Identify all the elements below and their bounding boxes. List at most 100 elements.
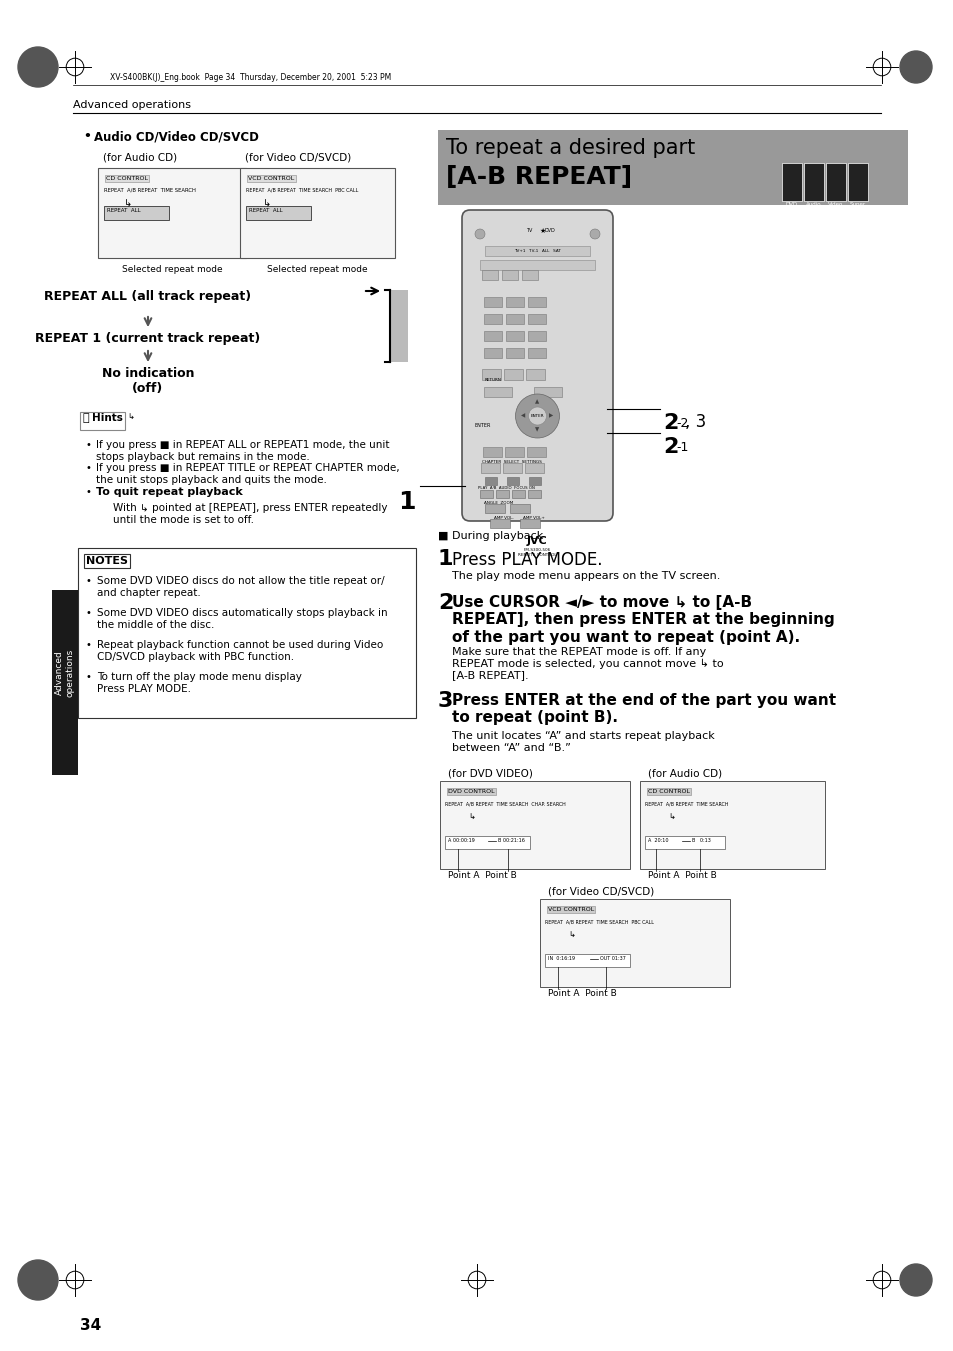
Bar [534, 386, 561, 397]
Text: Super
VCD: Super VCD [849, 203, 865, 213]
Bar [480, 463, 499, 473]
Text: ▼: ▼ [535, 427, 539, 432]
Text: DVD
VIDEO: DVD VIDEO [782, 203, 800, 213]
Text: DVD: DVD [543, 228, 555, 232]
Text: VCD CONTROL: VCD CONTROL [547, 907, 594, 912]
Bar [505, 349, 523, 358]
Bar [80, 412, 125, 430]
Text: 1: 1 [437, 549, 453, 569]
Text: ▶: ▶ [549, 413, 553, 419]
Text: XV-S400BK(J)_Eng.book  Page 34  Thursday, December 20, 2001  5:23 PM: XV-S400BK(J)_Eng.book Page 34 Thursday, … [110, 73, 391, 82]
Text: NOTES: NOTES [86, 557, 128, 566]
Text: The unit locates “A” and starts repeat playback
between “A” and “B.”: The unit locates “A” and starts repeat p… [452, 731, 714, 753]
Text: ↳: ↳ [468, 813, 475, 821]
Bar [505, 313, 523, 324]
Text: Point A  Point B: Point A Point B [547, 989, 616, 998]
Text: Audio CD/Video CD/SVCD: Audio CD/Video CD/SVCD [94, 130, 258, 143]
Text: •: • [86, 671, 91, 682]
Text: Press PLAY MODE.: Press PLAY MODE. [452, 551, 602, 569]
Text: REPEAT  ALL: REPEAT ALL [249, 208, 282, 213]
Text: Advanced
operations: Advanced operations [55, 648, 74, 697]
Bar [527, 349, 545, 358]
Bar [526, 447, 545, 457]
Bar [847, 163, 867, 201]
Bar [504, 447, 523, 457]
Text: (for Audio CD): (for Audio CD) [647, 769, 721, 780]
Text: , 3: , 3 [684, 413, 705, 431]
Text: To repeat a desired part: To repeat a desired part [446, 138, 695, 158]
Text: ↳: ↳ [124, 199, 132, 208]
Text: PLAY  A/B  AUDIO  FOCUS ON: PLAY A/B AUDIO FOCUS ON [477, 486, 535, 490]
Text: ◀: ◀ [521, 413, 525, 419]
Bar [502, 463, 521, 473]
Text: OUT 01:37: OUT 01:37 [599, 957, 625, 961]
Text: FM-S300-506
REMOTE CONTROL: FM-S300-506 REMOTE CONTROL [517, 549, 557, 557]
Text: CD CONTROL: CD CONTROL [106, 176, 148, 181]
Bar [825, 163, 845, 201]
Text: The play mode menu appears on the TV screen.: The play mode menu appears on the TV scr… [452, 571, 720, 581]
Bar [505, 331, 523, 340]
Bar [803, 163, 823, 201]
Text: ↳: ↳ [567, 931, 575, 940]
Text: Make sure that the REPEAT mode is off. If any
REPEAT mode is selected, you canno: Make sure that the REPEAT mode is off. I… [452, 647, 723, 681]
Circle shape [475, 230, 484, 239]
Text: A 00:00:19: A 00:00:19 [448, 838, 475, 843]
Bar [527, 297, 545, 307]
Text: ★: ★ [538, 228, 545, 234]
Bar [479, 259, 595, 270]
Text: Point A  Point B: Point A Point B [647, 871, 716, 880]
Bar [529, 477, 540, 485]
Circle shape [528, 407, 546, 426]
Bar [539, 898, 729, 988]
Bar [781, 163, 801, 201]
Bar [519, 519, 539, 528]
Text: AMP VOL+: AMP VOL+ [522, 516, 544, 520]
Bar [104, 205, 169, 220]
Text: Point A  Point B: Point A Point B [448, 871, 517, 880]
Text: Audio
CD: Audio CD [805, 203, 821, 213]
Text: No indication: No indication [102, 367, 194, 380]
Circle shape [899, 1265, 931, 1296]
Text: Selected repeat mode: Selected repeat mode [267, 265, 367, 274]
Bar [484, 477, 497, 485]
Bar [483, 349, 501, 358]
Text: If you press ■ in REPEAT TITLE or REPEAT CHAPTER mode,
the unit stops playback a: If you press ■ in REPEAT TITLE or REPEAT… [96, 463, 399, 485]
Bar [524, 463, 543, 473]
Bar [78, 549, 416, 717]
Bar [503, 369, 522, 380]
Text: JVC: JVC [527, 536, 547, 546]
Text: B 00:21:16: B 00:21:16 [497, 838, 524, 843]
Text: DVD CONTROL: DVD CONTROL [448, 789, 494, 794]
Text: 2: 2 [662, 436, 678, 457]
Bar [481, 270, 497, 280]
Text: To turn off the play mode menu display
Press PLAY MODE.: To turn off the play mode menu display P… [97, 671, 301, 693]
Text: CHAPTER  SELECT  SETTINGS: CHAPTER SELECT SETTINGS [481, 459, 541, 463]
Bar [521, 270, 537, 280]
Text: A  20:10: A 20:10 [647, 838, 668, 843]
Bar [506, 477, 518, 485]
Text: REPEAT  A/B REPEAT  TIME SEARCH  CHAP. SEARCH: REPEAT A/B REPEAT TIME SEARCH CHAP. SEAR… [444, 801, 565, 807]
Text: Some DVD VIDEO discs do not allow the title repeat or/
and chapter repeat.: Some DVD VIDEO discs do not allow the ti… [97, 576, 384, 597]
Bar [482, 447, 501, 457]
Text: ■ During playback: ■ During playback [437, 531, 542, 540]
Bar [98, 168, 246, 258]
Text: IN  0:16:19: IN 0:16:19 [547, 957, 575, 961]
Text: REPEAT  A/B REPEAT  TIME SEARCH  PBC CALL: REPEAT A/B REPEAT TIME SEARCH PBC CALL [246, 188, 358, 193]
Text: AMP VOL-: AMP VOL- [494, 516, 514, 520]
Text: ▲: ▲ [535, 400, 539, 404]
Bar [501, 270, 517, 280]
Bar [496, 490, 509, 499]
Text: REPEAT  ALL: REPEAT ALL [107, 208, 140, 213]
Bar [639, 781, 824, 869]
Text: 3: 3 [437, 690, 453, 711]
Bar [437, 130, 907, 205]
Text: •: • [86, 463, 91, 473]
Text: •: • [86, 440, 91, 450]
Text: REPEAT 1 (current track repeat): REPEAT 1 (current track repeat) [35, 332, 260, 345]
Text: 34: 34 [80, 1319, 101, 1333]
Text: To quit repeat playback: To quit repeat playback [96, 486, 242, 497]
Bar [490, 519, 510, 528]
Text: Use CURSOR ◄/► to move ↳ to [A-B
REPEAT], then press ENTER at the beginning
of t: Use CURSOR ◄/► to move ↳ to [A-B REPEAT]… [452, 594, 834, 644]
Text: Video
CD: Video CD [827, 203, 842, 213]
Text: •: • [86, 486, 91, 497]
